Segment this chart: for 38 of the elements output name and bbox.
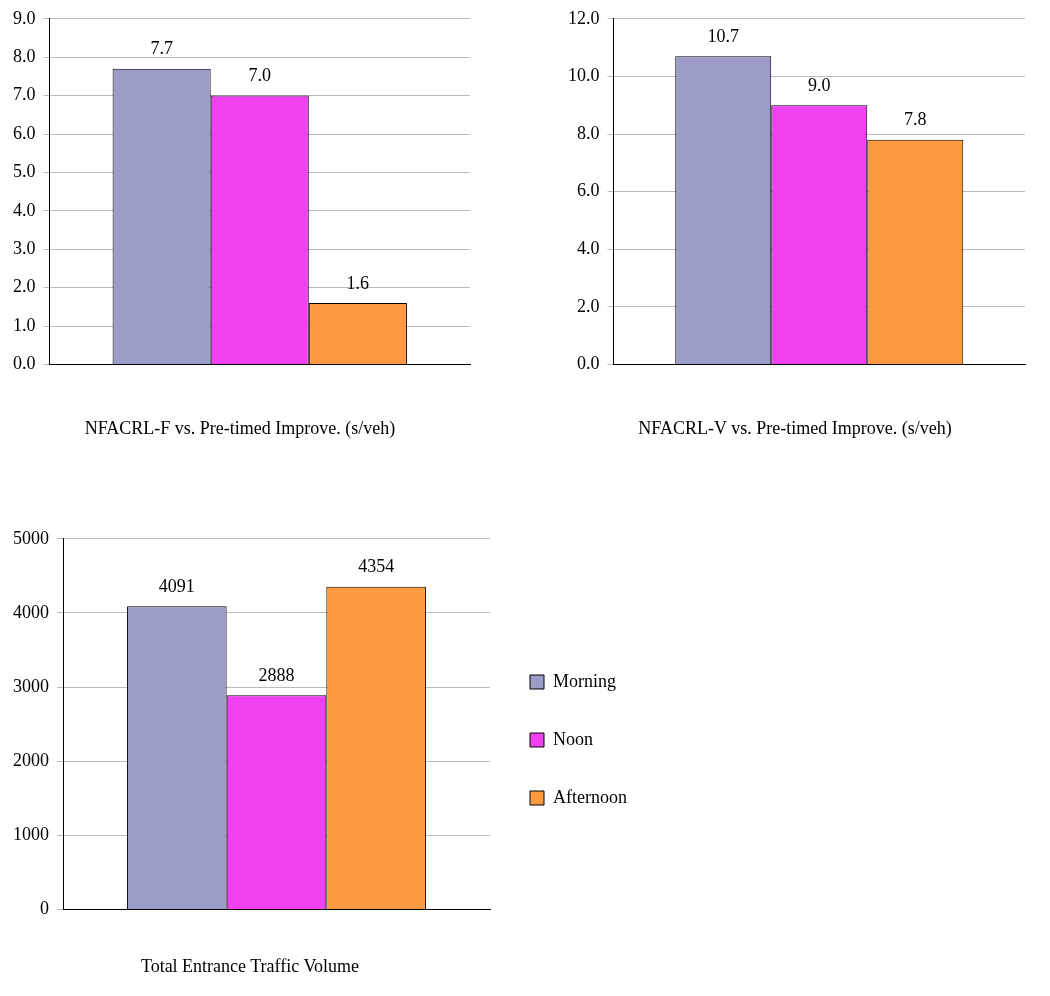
y-tick-label: 8.0 [577, 122, 600, 143]
data-label: 1.6 [346, 272, 370, 293]
data-label: 2888 [258, 665, 295, 686]
y-tick-label: 1000 [13, 824, 49, 845]
y-tick-label: 0 [40, 898, 49, 919]
y-tick-label: 8.0 [13, 45, 36, 66]
data-label: 7.0 [248, 65, 271, 86]
y-tick-label: 10.0 [568, 65, 600, 86]
y-tick-label: 9.0 [13, 7, 36, 28]
legend-label: Afternoon [553, 786, 627, 807]
y-tick-label: 4.0 [13, 199, 36, 220]
y-tick-label: 4.0 [577, 237, 600, 258]
data-label: 7.7 [150, 38, 173, 59]
data-label: 4091 [158, 575, 195, 596]
y-tick-label: 2000 [13, 749, 49, 770]
y-tick-label: 4000 [13, 601, 49, 622]
y-tick-label: 1.0 [13, 314, 36, 335]
y-tick-label: 5.0 [13, 161, 36, 182]
x-axis-title: NFACRL-V vs. Pre-timed Improve. (s/veh) [637, 418, 953, 439]
y-tick-label: 3.0 [13, 237, 36, 258]
legend-label: Noon [553, 728, 593, 749]
data-label: 10.7 [707, 25, 739, 46]
data-label: 9.0 [808, 74, 831, 95]
y-tick-label: 2.0 [13, 276, 36, 297]
x-axis-title: Total Entrance Traffic Volume [139, 956, 361, 977]
data-label: 4354 [358, 556, 395, 577]
y-tick-label: 0.0 [577, 353, 600, 374]
y-tick-label: 7.0 [13, 84, 36, 105]
legend-label: Morning [553, 670, 616, 691]
x-axis-title: NFACRL-F vs. Pre-timed Improve. (s/veh) [83, 418, 397, 439]
y-tick-label: 3000 [13, 675, 49, 696]
y-tick-label: 0.0 [13, 353, 36, 374]
y-tick-label: 6.0 [13, 122, 36, 143]
y-tick-label: 2.0 [577, 295, 600, 316]
y-tick-label: 12.0 [568, 7, 600, 28]
data-label: 7.8 [904, 109, 927, 130]
y-tick-label: 5000 [13, 527, 49, 548]
y-tick-label: 6.0 [577, 180, 600, 201]
